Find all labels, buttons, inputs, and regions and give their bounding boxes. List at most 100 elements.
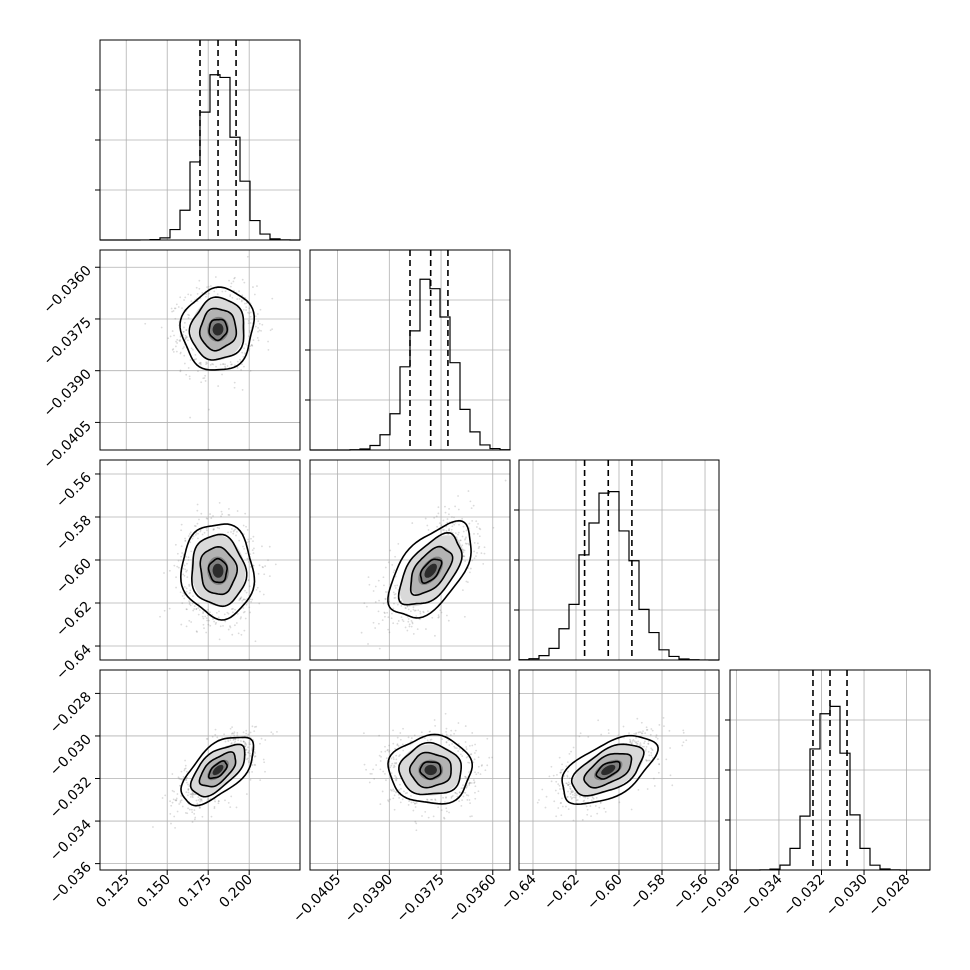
scatter-point bbox=[466, 785, 468, 788]
contour-3-2-0 bbox=[595, 760, 621, 780]
scatter-point bbox=[454, 532, 457, 535]
contour-3-2-2 bbox=[570, 743, 645, 797]
hist-frame-3 bbox=[729, 669, 931, 871]
scatter-point bbox=[555, 780, 558, 783]
scatter-point bbox=[185, 779, 188, 782]
scatter-point bbox=[191, 796, 194, 799]
scatter-point bbox=[473, 541, 476, 544]
scatter-point bbox=[179, 370, 182, 373]
scatter-point bbox=[201, 815, 204, 818]
scatter-point bbox=[396, 622, 399, 625]
scatter-point bbox=[191, 821, 194, 823]
scatter-point bbox=[467, 794, 470, 797]
scatter-point bbox=[190, 347, 193, 350]
scatter-point bbox=[407, 804, 410, 806]
scatter-point bbox=[468, 543, 471, 546]
scatter-point bbox=[468, 522, 471, 525]
scatter-point bbox=[459, 539, 462, 542]
scatter-point bbox=[384, 597, 387, 600]
scatter-point bbox=[536, 801, 539, 804]
scatter-point bbox=[252, 535, 255, 538]
hist-panel-0 bbox=[95, 39, 301, 241]
scatter-point bbox=[454, 792, 457, 794]
scatter-point bbox=[249, 778, 252, 781]
scatter-point bbox=[579, 795, 581, 798]
scatter-point bbox=[447, 619, 450, 622]
scatter-point bbox=[256, 586, 259, 589]
scatter-point bbox=[249, 345, 252, 348]
scatter-point bbox=[236, 298, 239, 300]
scatter-point bbox=[248, 749, 251, 752]
scatter-point bbox=[557, 807, 560, 809]
scatter-point bbox=[567, 784, 570, 787]
scatter-point bbox=[560, 771, 563, 773]
scatter-point bbox=[591, 795, 594, 798]
scatter-point bbox=[247, 760, 250, 762]
scatter-point bbox=[448, 529, 450, 532]
scatter-point bbox=[198, 518, 200, 521]
histogram-2 bbox=[518, 491, 720, 661]
scatter-point bbox=[240, 369, 243, 371]
xtick-label-0-0: 0.125 bbox=[93, 872, 133, 912]
scatter-point bbox=[440, 524, 443, 527]
scatter-point bbox=[557, 783, 560, 786]
scatter-point bbox=[185, 329, 188, 332]
scatter-point bbox=[242, 545, 244, 548]
scatter-point bbox=[437, 512, 440, 515]
scatter-point bbox=[259, 779, 262, 782]
scatter-point bbox=[185, 337, 187, 340]
scatter-point bbox=[186, 776, 188, 779]
scatter-point bbox=[362, 732, 365, 735]
scatter-point bbox=[568, 777, 571, 780]
scatter-point bbox=[470, 753, 473, 755]
scatter-point bbox=[233, 364, 236, 367]
scatter-point bbox=[248, 347, 251, 350]
scatter-point bbox=[241, 278, 244, 281]
scatter-point bbox=[189, 591, 192, 594]
scatter-point bbox=[445, 525, 448, 528]
scatter-point bbox=[462, 795, 465, 798]
scatter-point bbox=[222, 363, 224, 365]
scatter-point bbox=[461, 544, 464, 547]
scatter-point bbox=[250, 326, 253, 329]
scatter-point bbox=[207, 619, 210, 622]
scatter-point bbox=[181, 552, 184, 554]
scatter-point bbox=[617, 734, 620, 737]
scatter-point bbox=[567, 770, 569, 773]
scatter-point bbox=[176, 565, 179, 568]
scatter-point bbox=[424, 737, 426, 740]
scatter-point bbox=[471, 815, 473, 818]
scatter-point bbox=[628, 732, 630, 734]
scatter-point bbox=[199, 806, 202, 809]
scatter-point bbox=[184, 585, 186, 588]
scatter-point bbox=[561, 805, 564, 808]
scatter-point bbox=[572, 746, 575, 749]
scatter-point bbox=[196, 292, 199, 295]
scatter-point bbox=[392, 607, 395, 610]
scatter-point bbox=[465, 748, 468, 750]
scatter-point bbox=[478, 535, 481, 538]
scatter-point bbox=[596, 812, 599, 815]
scatter-point bbox=[553, 800, 556, 803]
scatter-point bbox=[233, 277, 236, 280]
scatter-point bbox=[229, 626, 232, 629]
scatter-point bbox=[440, 611, 443, 614]
scatter-point bbox=[400, 600, 403, 603]
scatter-point bbox=[398, 789, 401, 791]
scatter-point bbox=[245, 603, 248, 606]
scatter-point bbox=[224, 366, 227, 369]
scatter-point bbox=[450, 795, 453, 798]
scatter-point bbox=[629, 740, 632, 742]
scatter-point bbox=[389, 549, 392, 552]
scatter-point bbox=[480, 552, 483, 555]
scatter-point bbox=[402, 749, 405, 752]
scatter-point bbox=[171, 348, 174, 351]
scatter-point bbox=[629, 738, 631, 741]
scatter-point bbox=[190, 793, 193, 796]
scatter-point bbox=[462, 784, 464, 787]
scatter-point bbox=[594, 805, 597, 807]
scatter-point bbox=[175, 340, 177, 343]
scatter-point bbox=[180, 545, 183, 548]
scatter-point bbox=[262, 566, 264, 569]
scatter-point bbox=[572, 819, 575, 822]
